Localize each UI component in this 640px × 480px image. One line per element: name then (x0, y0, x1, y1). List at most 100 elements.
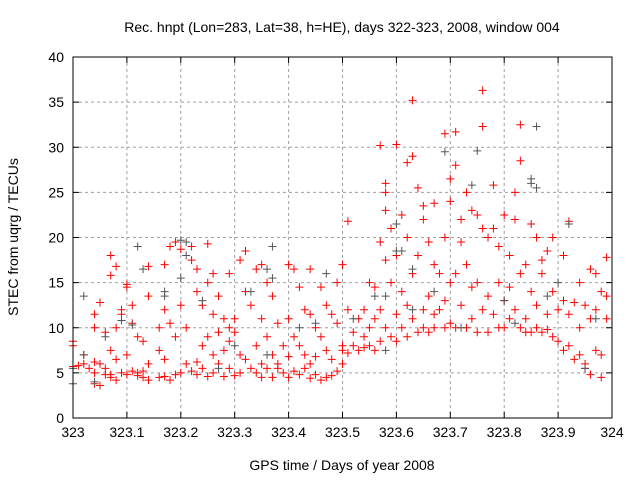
data-point (478, 305, 487, 314)
data-point (424, 238, 433, 247)
data-point (564, 341, 573, 350)
x-tick-label: 323.4 (271, 424, 306, 440)
data-point (192, 370, 201, 379)
data-point (295, 283, 304, 292)
data-point (160, 260, 169, 269)
data-point (457, 301, 466, 310)
data-point (95, 381, 104, 390)
data-point (484, 328, 493, 337)
data-point (117, 305, 126, 314)
data-point (166, 319, 175, 328)
data-point (360, 305, 369, 314)
data-point (79, 350, 88, 359)
data-point (90, 323, 99, 332)
data-point (381, 256, 390, 265)
data-point (489, 224, 498, 233)
data-point (327, 371, 336, 380)
data-point (446, 278, 455, 287)
data-point (306, 265, 315, 274)
data-point (122, 283, 131, 292)
data-point (403, 233, 412, 242)
x-tick-label: 323.1 (109, 424, 144, 440)
data-point (128, 321, 137, 330)
data-point (543, 325, 552, 334)
data-point (360, 343, 369, 352)
data-point (376, 337, 385, 346)
data-point (370, 314, 379, 323)
data-point (387, 224, 396, 233)
data-point (602, 253, 611, 262)
data-point (365, 278, 374, 287)
data-point (219, 346, 228, 355)
data-point (408, 265, 417, 274)
data-point (543, 310, 552, 319)
data-point (446, 174, 455, 183)
data-point (209, 368, 218, 377)
data-point (192, 287, 201, 296)
data-point (419, 215, 428, 224)
data-point (155, 373, 164, 382)
data-point (403, 301, 412, 310)
data-point (521, 260, 530, 269)
data-point (500, 210, 509, 219)
data-point (516, 120, 525, 129)
data-point (597, 373, 606, 382)
data-point (133, 242, 142, 251)
data-point (203, 278, 212, 287)
data-point (343, 217, 352, 226)
data-point (106, 251, 115, 260)
data-point (392, 140, 401, 149)
data-point (586, 370, 595, 379)
data-point (333, 278, 342, 287)
y-tick-label: 10 (48, 320, 64, 336)
data-point (430, 287, 439, 296)
data-point (338, 260, 347, 269)
chart-title: Rec. hnpt (Lon=283, Lat=38, h=HE), days … (124, 19, 560, 35)
data-point (376, 305, 385, 314)
data-point (473, 210, 482, 219)
data-point (575, 323, 584, 332)
data-point (451, 269, 460, 278)
data-point (381, 292, 390, 301)
data-point (306, 359, 315, 368)
data-point (408, 305, 417, 314)
data-point (263, 350, 272, 359)
data-point (263, 364, 272, 373)
x-tick-label: 323.6 (379, 424, 414, 440)
data-point (144, 292, 153, 301)
y-tick-label: 15 (48, 275, 64, 291)
data-point (289, 367, 298, 376)
data-point (203, 239, 212, 248)
data-point (289, 332, 298, 341)
data-point (166, 376, 175, 385)
data-point (252, 341, 261, 350)
data-point (591, 269, 600, 278)
data-point (554, 305, 563, 314)
data-point (397, 210, 406, 219)
data-point (230, 341, 239, 350)
data-point (198, 296, 207, 305)
data-point (505, 283, 514, 292)
data-point (343, 349, 352, 358)
data-point (133, 371, 142, 380)
data-point (548, 332, 557, 341)
x-tick-label: 323.3 (217, 424, 252, 440)
data-point (225, 337, 234, 346)
data-point (209, 269, 218, 278)
data-point (209, 350, 218, 359)
data-point (316, 376, 325, 385)
data-point (95, 359, 104, 368)
data-point (548, 233, 557, 242)
data-point (467, 314, 476, 323)
y-tick-label: 25 (48, 184, 64, 200)
data-point (160, 292, 169, 301)
data-point (354, 346, 363, 355)
data-point (122, 350, 131, 359)
data-point (440, 129, 449, 138)
data-point (268, 292, 277, 301)
data-point (370, 283, 379, 292)
data-point (527, 219, 536, 228)
data-point (559, 251, 568, 260)
data-point (564, 219, 573, 228)
